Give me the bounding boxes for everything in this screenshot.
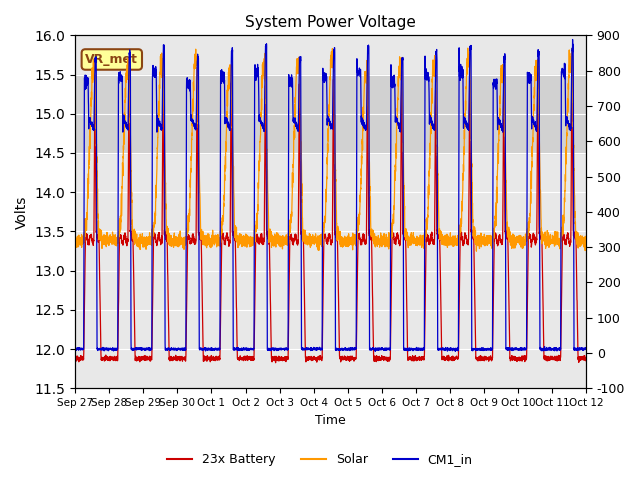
Legend: 23x Battery, Solar, CM1_in: 23x Battery, Solar, CM1_in (163, 448, 477, 471)
Line: CM1_in: CM1_in (75, 39, 586, 351)
23x Battery (582, 357, 589, 363)
Text: VR_met: VR_met (85, 53, 138, 66)
Solar (474, 237, 482, 242)
Solar (472, 248, 480, 254)
Y-axis label: Volts: Volts (15, 195, 29, 228)
23x Battery (568, 57, 576, 62)
Solar (71, 238, 79, 243)
CM1_in (451, 348, 459, 354)
23x Battery (312, 355, 319, 361)
Solar (417, 237, 424, 243)
23x Battery (474, 358, 482, 364)
CM1_in (582, 346, 590, 351)
CM1_in (445, 347, 452, 352)
CM1_in (163, 346, 171, 352)
23x Battery (163, 239, 171, 244)
Solar (163, 223, 171, 229)
Title: System Power Voltage: System Power Voltage (245, 15, 416, 30)
Line: 23x Battery: 23x Battery (75, 60, 586, 363)
Solar (312, 240, 319, 246)
23x Battery (272, 360, 280, 366)
CM1_in (582, 345, 589, 351)
Solar (582, 242, 589, 248)
Solar (445, 240, 452, 246)
CM1_in (474, 346, 482, 351)
23x Battery (71, 357, 79, 363)
23x Battery (582, 356, 590, 362)
Solar (582, 234, 590, 240)
CM1_in (71, 347, 79, 353)
CM1_in (569, 36, 577, 42)
Solar (466, 45, 474, 50)
23x Battery (445, 356, 452, 362)
CM1_in (417, 347, 424, 353)
Line: Solar: Solar (75, 48, 586, 251)
X-axis label: Time: Time (316, 414, 346, 427)
CM1_in (312, 346, 319, 351)
Bar (75, 74, 586, 153)
23x Battery (417, 355, 424, 361)
